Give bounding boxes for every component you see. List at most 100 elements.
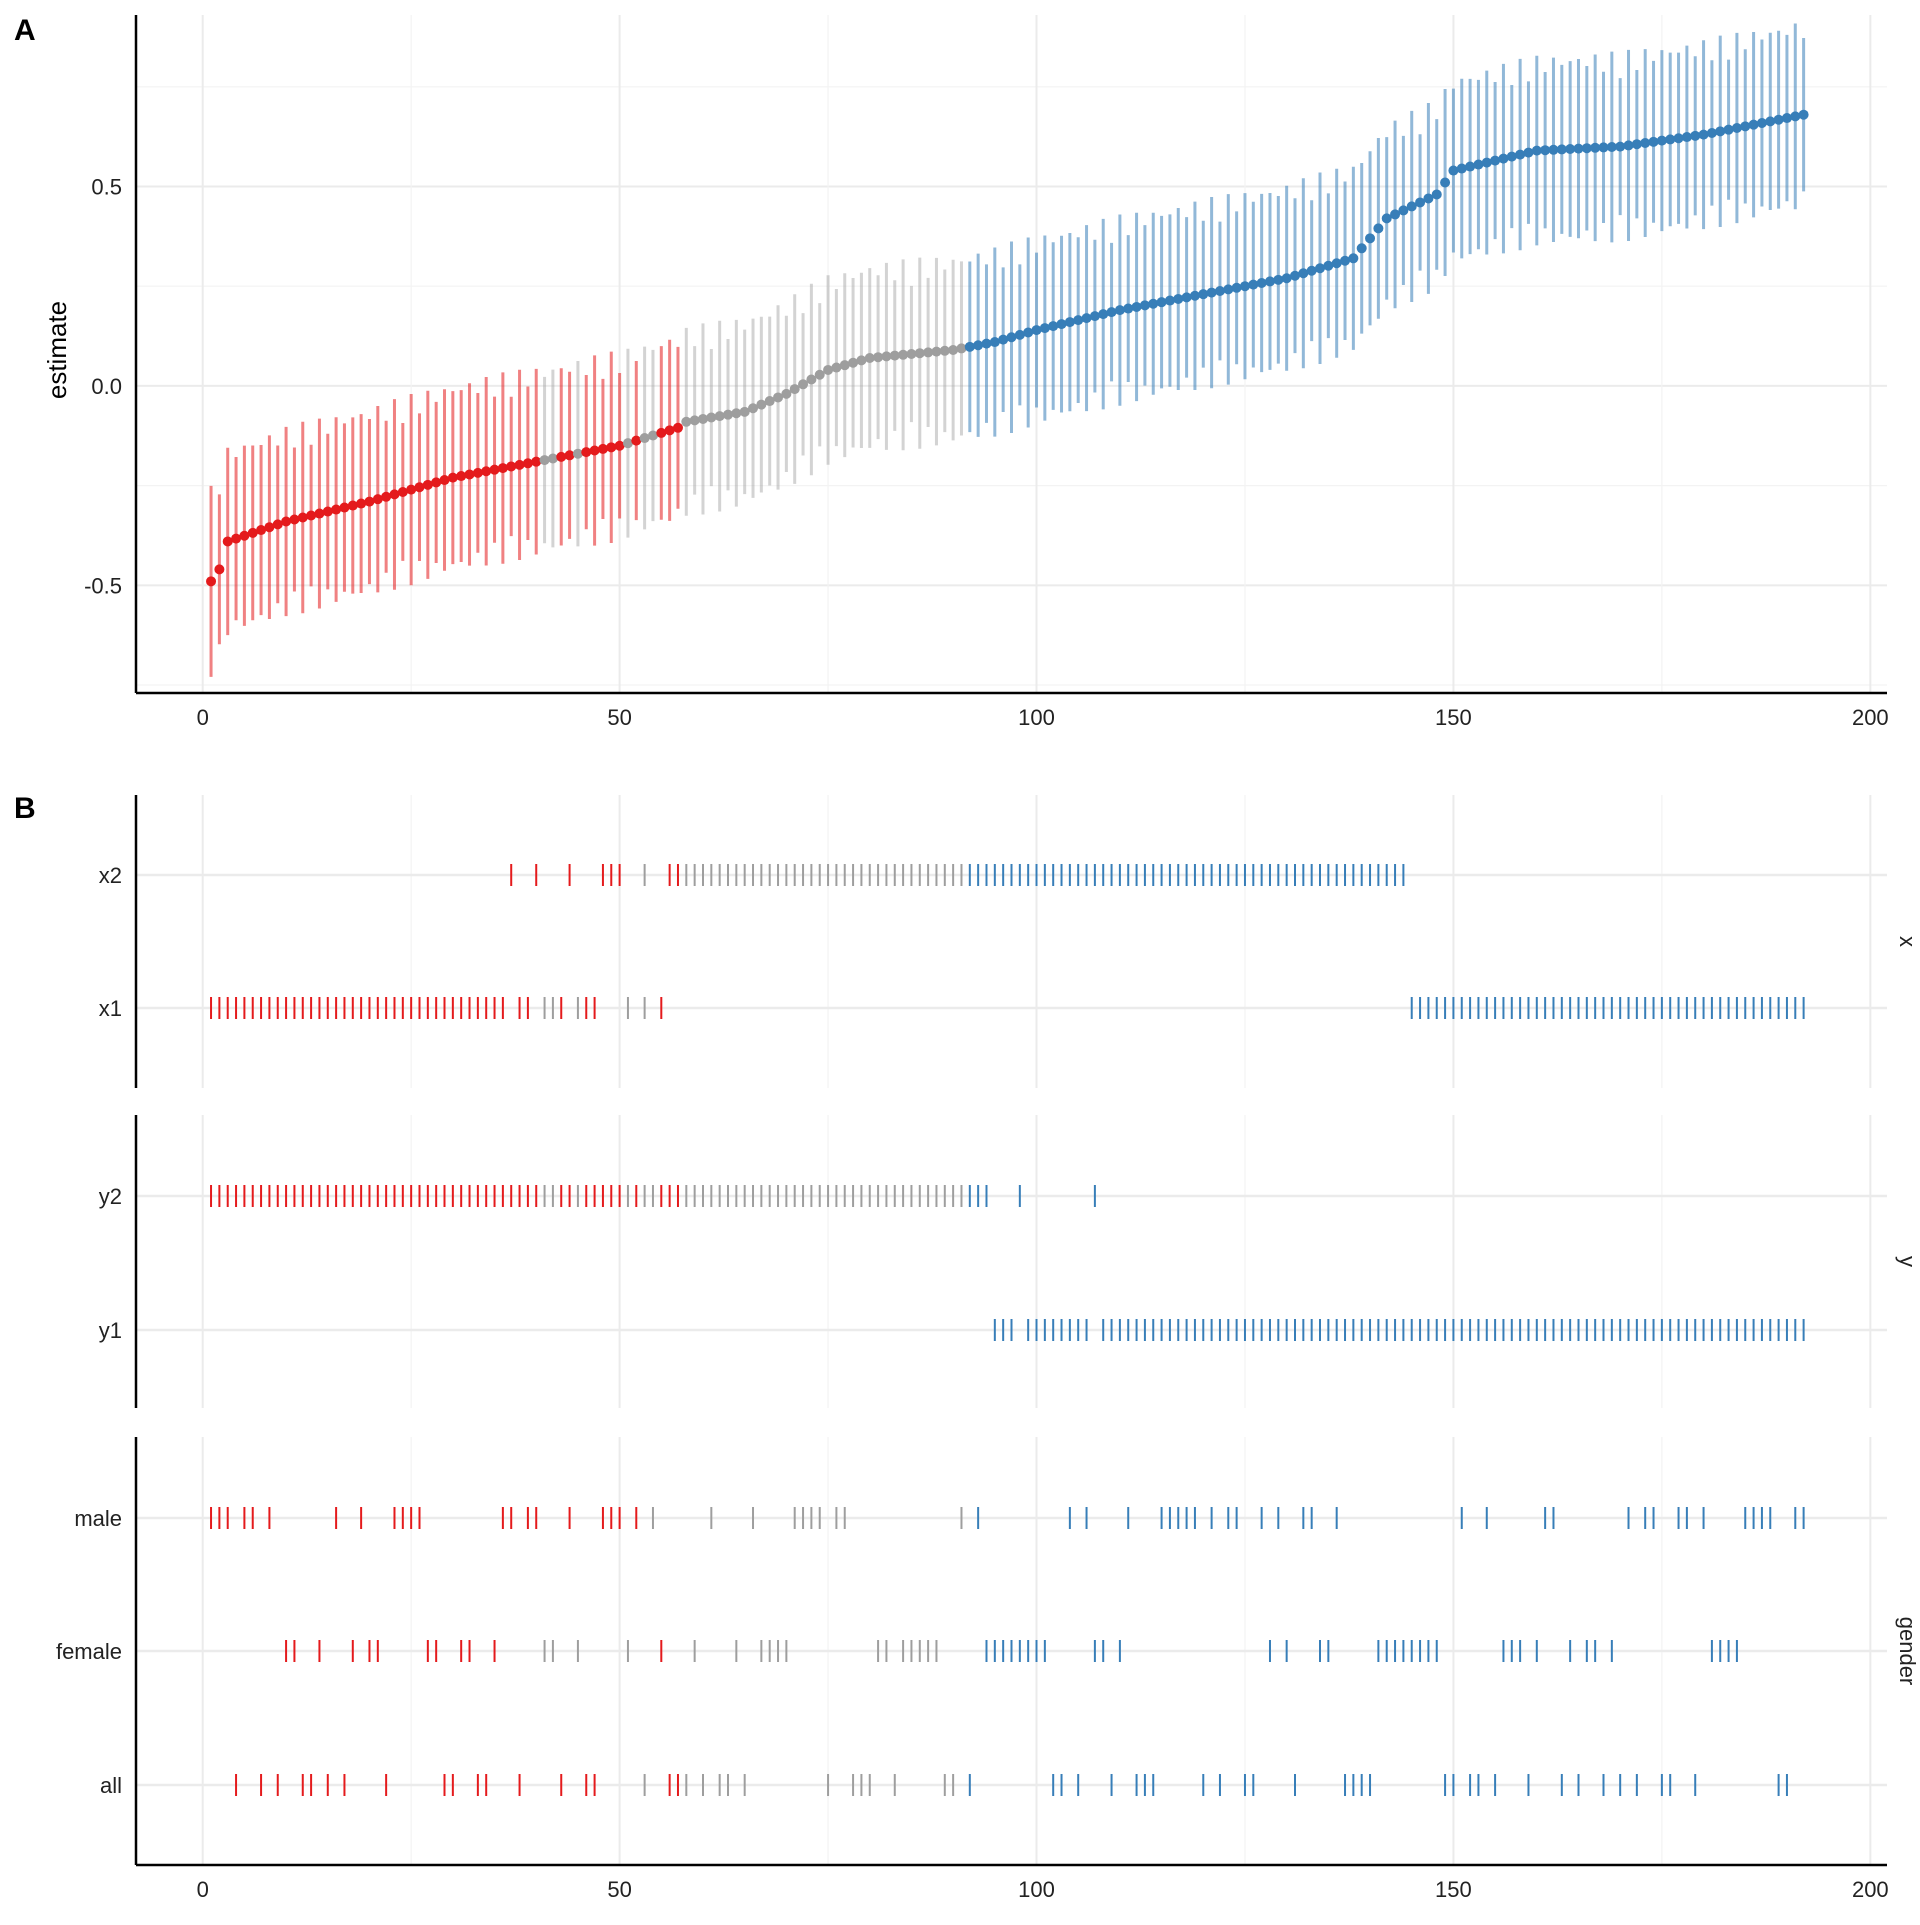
estimate-point-25 (406, 484, 417, 495)
estimate-point-182 (1715, 126, 1726, 137)
estimate-point-97 (1006, 332, 1017, 343)
estimate-point-35 (489, 464, 500, 475)
estimate-point-24 (397, 486, 408, 497)
estimate-point-15 (322, 506, 333, 517)
estimate-point-112 (1131, 301, 1142, 312)
estimate-point-107 (1089, 311, 1100, 322)
estimate-point-151 (1456, 163, 1467, 174)
estimate-point-152 (1465, 161, 1476, 172)
estimate-point-21 (372, 494, 383, 505)
estimate-point-138 (1348, 253, 1359, 264)
estimate-point-184 (1731, 123, 1742, 133)
indicator-row-label: female (56, 1639, 122, 1664)
estimate-point-86 (914, 348, 925, 359)
facet-strip-label: gender (1895, 1617, 1920, 1686)
estimate-point-174 (1648, 136, 1659, 147)
estimate-point-38 (514, 459, 525, 470)
estimate-point-167 (1590, 142, 1601, 153)
estimate-point-148 (1431, 189, 1442, 200)
estimate-point-16 (331, 504, 342, 515)
estimate-point-7 (256, 525, 267, 536)
estimate-point-126 (1248, 279, 1259, 290)
estimate-point-157 (1506, 151, 1517, 162)
estimate-point-57 (672, 422, 683, 433)
estimate-point-110 (1114, 305, 1125, 316)
estimate-point-60 (697, 413, 708, 424)
estimate-point-69 (773, 392, 784, 403)
estimate-point-120 (1198, 289, 1209, 300)
estimate-point-133 (1306, 265, 1317, 276)
estimate-point-96 (998, 334, 1009, 345)
indicator-row-label: x1 (99, 996, 122, 1021)
estimate-point-164 (1565, 144, 1576, 155)
estimate-point-54 (647, 430, 658, 441)
estimate-point-166 (1581, 143, 1592, 154)
estimate-point-131 (1289, 270, 1300, 281)
panel-b-x-tick-label: 50 (607, 1877, 631, 1902)
estimate-point-103 (1056, 319, 1067, 330)
estimate-point-144 (1398, 205, 1409, 216)
panel-a-tag: A (14, 14, 36, 47)
estimate-point-76 (831, 362, 842, 373)
estimate-point-176 (1665, 134, 1676, 145)
estimate-point-170 (1615, 141, 1626, 152)
estimate-point-75 (823, 364, 834, 375)
panel-a-y-tick-label: -0.5 (84, 573, 122, 598)
estimate-point-72 (798, 379, 809, 390)
estimate-point-29 (439, 475, 450, 486)
estimate-point-59 (689, 415, 700, 426)
estimate-point-100 (1031, 325, 1042, 336)
estimate-point-123 (1223, 284, 1234, 295)
estimate-point-84 (898, 349, 909, 360)
estimate-point-132 (1298, 268, 1309, 279)
panel-b-axes: x2 x1 x y2 y1 y male female all gender 0 50 100 150 20… (56, 795, 1920, 1902)
estimate-point-115 (1156, 297, 1167, 308)
panel-b-tag: B (14, 792, 36, 825)
estimate-point-102 (1048, 321, 1059, 332)
estimate-point-114 (1148, 298, 1159, 309)
panel-a-y-tick-label: 0.5 (91, 174, 122, 199)
estimate-point-109 (1106, 307, 1117, 318)
estimate-point-49 (606, 442, 617, 453)
estimate-point-6 (247, 527, 258, 538)
estimate-point-58 (681, 416, 692, 427)
estimate-point-63 (723, 409, 734, 420)
estimate-point-185 (1740, 121, 1751, 132)
estimate-point-19 (356, 498, 367, 509)
estimate-point-188 (1765, 116, 1776, 127)
estimate-point-189 (1773, 114, 1784, 125)
estimate-point-136 (1331, 258, 1342, 269)
panel-a-y-axis-title: estimate (42, 301, 72, 399)
estimate-point-64 (731, 408, 742, 419)
estimate-point-40 (531, 456, 542, 467)
panel-a-axes: -0.5 0.0 0.5 0 50 100 150 200 (84, 15, 1889, 730)
estimate-point-12 (297, 512, 308, 523)
estimate-point-155 (1490, 155, 1501, 166)
estimate-point-47 (589, 445, 600, 456)
estimate-point-5 (239, 530, 250, 541)
estimate-point-101 (1039, 323, 1050, 334)
estimate-point-141 (1373, 223, 1384, 234)
estimate-point-80 (864, 352, 875, 363)
estimate-point-28 (431, 477, 442, 488)
estimate-point-149 (1440, 177, 1451, 188)
estimate-point-130 (1281, 273, 1292, 284)
estimate-point-158 (1515, 149, 1526, 160)
indicator-row-label: y1 (99, 1318, 122, 1343)
estimate-point-147 (1423, 193, 1434, 204)
estimate-point-22 (381, 491, 392, 502)
estimate-point-125 (1239, 281, 1250, 292)
estimate-point-153 (1473, 159, 1484, 170)
panel-a-x-tick-label: 0 (197, 705, 209, 730)
estimate-point-135 (1323, 260, 1334, 271)
estimate-point-85 (906, 349, 917, 359)
estimate-point-178 (1681, 132, 1692, 143)
estimate-point-139 (1356, 243, 1367, 254)
estimate-point-105 (1073, 315, 1084, 326)
estimate-point-51 (622, 438, 633, 449)
estimate-point-26 (414, 482, 425, 493)
estimate-point-179 (1690, 130, 1701, 141)
estimate-point-118 (1181, 292, 1192, 303)
estimate-point-162 (1548, 144, 1559, 155)
